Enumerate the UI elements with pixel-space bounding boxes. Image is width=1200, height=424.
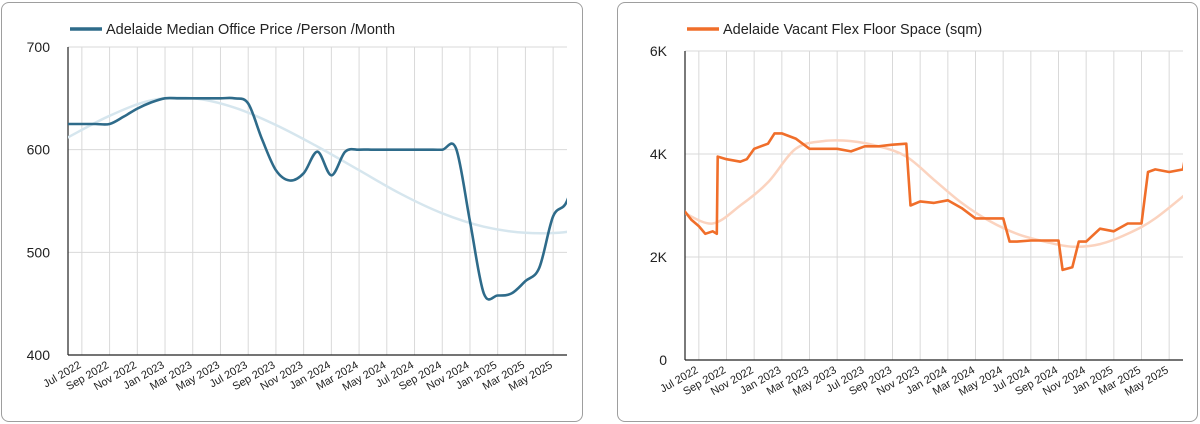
y-tick-label: 600 [27,142,51,158]
y-tick-label: 0 [659,352,667,368]
y-tick-label: 500 [27,244,51,260]
trend-line [68,96,567,235]
chart-panel-floor-space: 0 2K 4K 6K Jul 2022 Sep 2022 Nov 2022 Jan 2023 M… [617,2,1198,422]
trend-line [685,139,1183,249]
legend-label: Adelaide Vacant Flex Floor Space (sqm) [723,22,982,38]
y-tick-label: 700 [27,39,51,55]
series-line-price [68,96,567,301]
series-line-floor-space [685,132,1183,272]
y-tick-label: 4K [650,146,668,162]
legend-label: Adelaide Median Office Price /Person /Mo… [106,22,395,38]
y-tick-label: 400 [27,347,51,363]
y-tick-label: 6K [650,43,668,59]
chart-panel-price: 400 500 600 700 Jul 2022 Sep 2022 Nov 2022 Jan … [1,2,583,422]
y-tick-label: 2K [650,249,668,265]
